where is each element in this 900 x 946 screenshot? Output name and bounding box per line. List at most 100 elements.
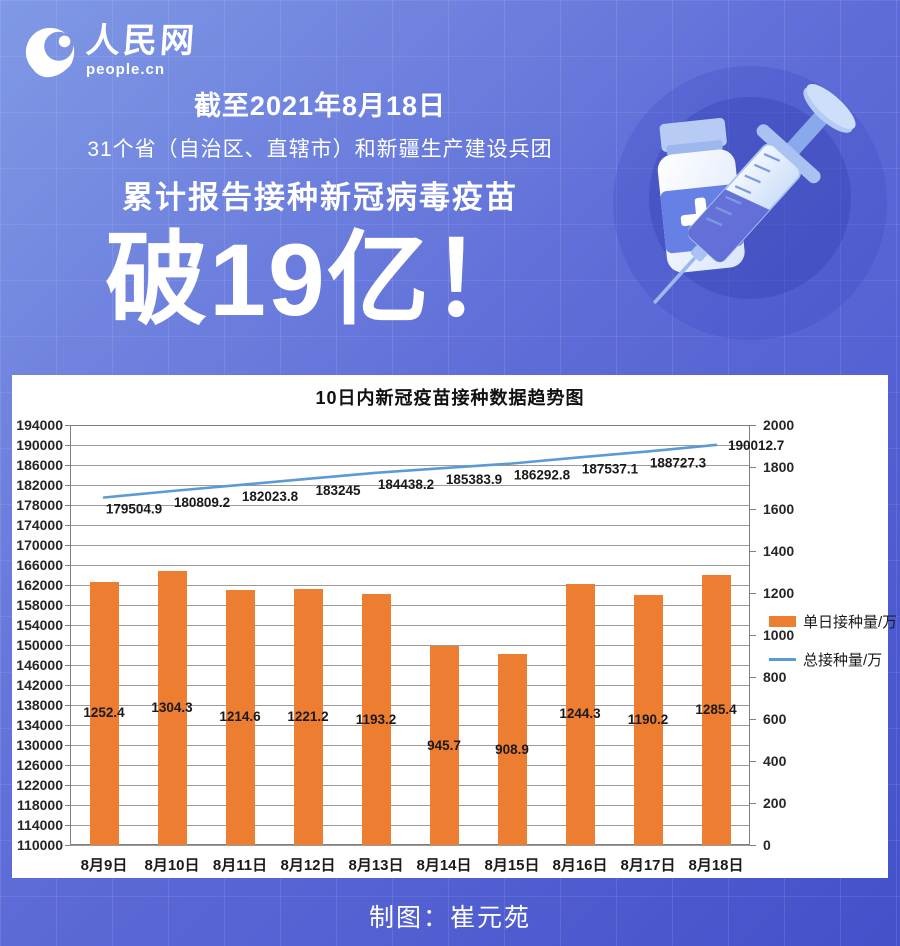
logo-swirl-icon <box>25 27 75 78</box>
h-gridline <box>70 605 750 606</box>
x-axis-label: 8月15日 <box>484 857 540 874</box>
right-axis-label: 600 <box>763 711 787 727</box>
bar-value-label: 1285.4 <box>695 702 737 718</box>
left-axis-label: 130000 <box>16 737 63 753</box>
footer-credit: 制图：崔元苑 <box>368 904 531 932</box>
trend-line <box>102 443 718 499</box>
bar <box>293 588 323 845</box>
line-value-label: 184438.2 <box>378 477 434 492</box>
x-axis-label: 8月11日 <box>212 857 268 874</box>
left-axis-tick <box>65 725 70 726</box>
right-axis-label: 1400 <box>763 543 795 559</box>
h-gridline <box>70 485 750 486</box>
left-axis-label: 158000 <box>16 597 63 613</box>
left-axis-label: 118000 <box>17 797 63 813</box>
syringe-icon <box>653 84 856 304</box>
h-gridline <box>70 505 750 506</box>
left-axis-tick <box>65 605 70 606</box>
line-value-label: 179504.9 <box>106 501 162 516</box>
left-axis-label: 150000 <box>16 637 63 653</box>
h-gridline <box>70 685 750 686</box>
right-axis-tick <box>750 677 756 678</box>
bar-value-label: 908.9 <box>495 741 529 757</box>
legend: 单日接种量/万 总接种量/万 <box>769 611 897 670</box>
h-gridline <box>70 665 750 666</box>
legend-item: 总接种量/万 <box>769 649 897 670</box>
left-axis-label: 170000 <box>16 537 63 553</box>
left-axis-tick <box>65 625 70 626</box>
bar <box>633 595 663 845</box>
right-axis-tick <box>750 719 756 720</box>
left-axis-label: 186000 <box>16 457 63 473</box>
right-axis-label: 2000 <box>763 417 795 433</box>
date-line: 截至2021年8月18日 <box>193 91 447 121</box>
right-axis-tick <box>750 551 756 552</box>
bar-value-label: 1304.3 <box>151 700 193 716</box>
right-axis-label: 1800 <box>763 459 795 475</box>
legend-swatch-bar <box>769 616 796 627</box>
left-axis-label: 190000 <box>16 437 63 453</box>
headline: 破19亿！ <box>105 223 535 337</box>
h-gridline <box>70 445 750 446</box>
left-axis-label: 114000 <box>17 817 63 833</box>
left-axis-tick <box>65 705 70 706</box>
x-axis-label: 8月12日 <box>280 857 336 874</box>
x-axis-label: 8月14日 <box>416 857 472 874</box>
legend-swatch-line <box>769 658 796 661</box>
x-axis-label: 8月13日 <box>348 857 404 874</box>
line-value-label: 185383.9 <box>446 472 502 487</box>
left-axis-tick <box>65 805 70 806</box>
h-gridline <box>70 845 750 846</box>
bar <box>225 589 255 845</box>
left-axis-tick <box>65 485 70 486</box>
scope-line: 31个省（自治区、直辖市）和新疆生产建设兵团 <box>87 138 553 161</box>
h-gridline <box>70 725 750 726</box>
left-axis-tick <box>65 585 70 586</box>
x-axis-label: 8月9日 <box>80 857 128 874</box>
h-gridline <box>70 765 750 766</box>
right-axis-label: 1200 <box>763 585 795 601</box>
line-value-label: 188727.3 <box>650 455 707 470</box>
bar-value-label: 1193.2 <box>355 711 397 727</box>
left-axis-tick <box>65 785 70 786</box>
legend-item: 单日接种量/万 <box>769 611 897 632</box>
right-axis-tick <box>750 845 756 846</box>
right-axis-label: 0 <box>763 837 771 853</box>
h-gridline <box>70 545 750 546</box>
h-gridline <box>70 465 750 466</box>
bar-value-label: 1214.6 <box>219 709 261 725</box>
bar-value-label: 1244.3 <box>559 706 601 722</box>
right-axis-tick <box>750 593 756 594</box>
right-axis-tick <box>750 761 756 762</box>
bar <box>157 571 187 845</box>
left-axis-label: 138000 <box>16 697 63 713</box>
left-axis-label: 122000 <box>16 777 63 793</box>
x-axis-label: 8月17日 <box>620 857 676 874</box>
h-gridline <box>70 625 750 626</box>
left-axis-label: 134000 <box>16 717 63 733</box>
logo-brand-text: 人民网 <box>84 22 199 60</box>
hero-illustration <box>613 66 887 340</box>
left-axis-label: 126000 <box>16 757 63 773</box>
right-axis-tick <box>750 803 756 804</box>
bar <box>497 654 527 845</box>
bar-value-label: 1221.2 <box>287 708 329 724</box>
left-axis-tick <box>65 445 70 446</box>
bar-value-label: 1252.4 <box>83 705 125 721</box>
left-axis-tick <box>65 665 70 666</box>
left-axis-tick <box>65 545 70 546</box>
left-axis-label: 166000 <box>16 557 63 573</box>
line-value-label: 187537.1 <box>582 461 639 476</box>
line-value-label: 190012.7 <box>728 438 784 453</box>
h-gridline <box>70 525 750 526</box>
right-axis-tick <box>750 509 756 510</box>
left-axis-tick <box>65 685 70 686</box>
h-gridline <box>70 805 750 806</box>
left-axis-tick <box>65 565 70 566</box>
right-axis-label: 200 <box>763 795 787 811</box>
right-axis-tick <box>750 467 756 468</box>
right-axis-label: 400 <box>763 753 787 769</box>
left-axis-tick <box>65 465 70 466</box>
bar <box>89 581 119 845</box>
